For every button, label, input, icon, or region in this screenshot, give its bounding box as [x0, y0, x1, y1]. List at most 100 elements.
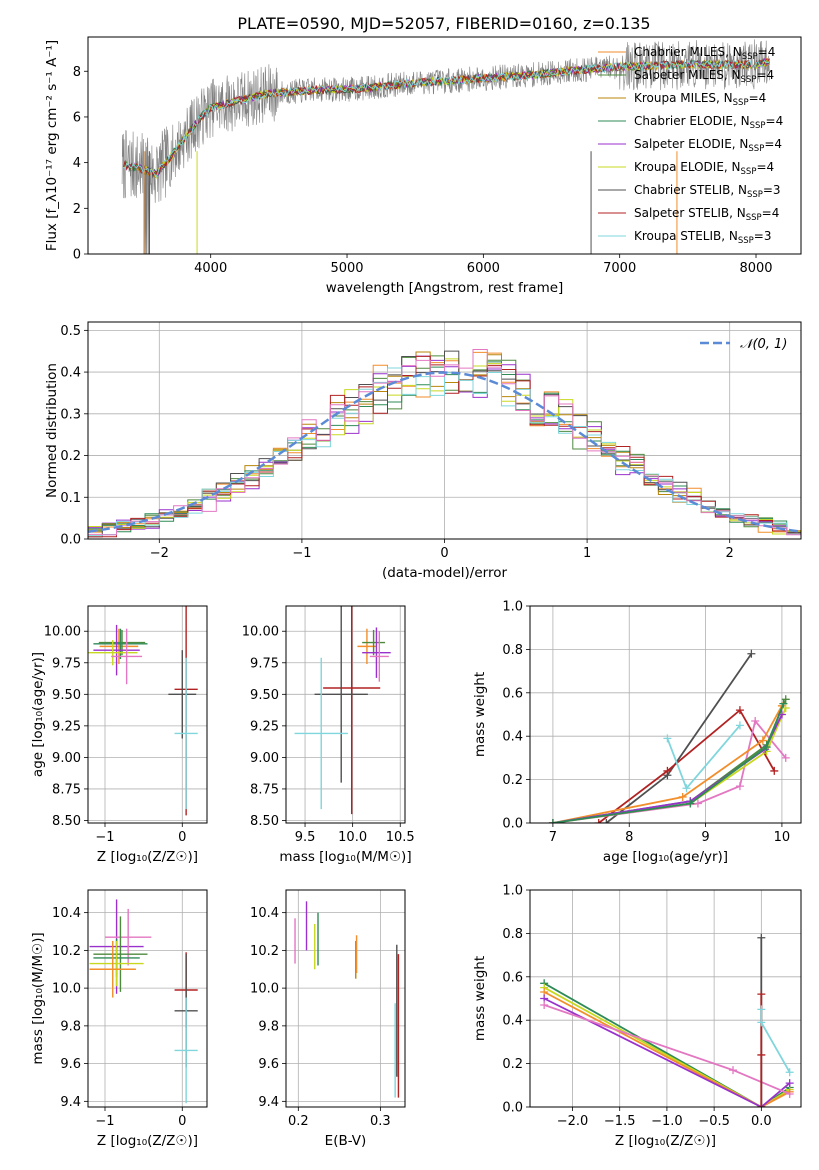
axes-frame [285, 889, 406, 1108]
y-tick-label: 10.4 [52, 906, 81, 921]
x-tick-label: −2 [150, 546, 169, 561]
y-tick-label: 10.00 [44, 625, 81, 640]
x-tick-label: 9 [701, 830, 709, 845]
series-marker [594, 819, 603, 823]
y-tick-label: 0 [73, 248, 81, 263]
y-tick-label: 0.1 [60, 491, 81, 506]
axes-frame [87, 605, 208, 824]
legend-subscript: SSP [741, 75, 757, 85]
x-tick-label: 0.3 [370, 1114, 391, 1129]
y-tick-label: 9.8 [60, 1019, 81, 1034]
series-marker [757, 1018, 766, 1027]
x-axis-label: E(B-V) [325, 1133, 367, 1149]
x-tick-label: −0.5 [698, 1114, 730, 1129]
series-line [543, 982, 791, 1107]
legend-label: Chabrier ELODIE, NSSP=4 [634, 114, 783, 131]
series-marker [779, 699, 788, 708]
series-marker [781, 753, 790, 762]
series-marker [663, 734, 672, 743]
series-marker [781, 695, 790, 704]
y-tick-label: 10.2 [52, 944, 81, 959]
data-point [98, 629, 146, 656]
x-tick-label: −1 [292, 546, 311, 561]
x-tick-label: −1 [95, 830, 114, 845]
y-tick-label: 0.6 [502, 686, 523, 701]
y-tick-label: 9.6 [60, 1057, 81, 1072]
legend-subscript: SSP [742, 52, 758, 62]
data-point [294, 657, 348, 810]
legend-tail: =3 [763, 183, 781, 197]
axes-frame [87, 889, 208, 1108]
series-marker [770, 766, 779, 775]
x-tick-label: 0.0 [751, 1114, 772, 1129]
model-spectrum-line [123, 59, 770, 178]
series-marker [758, 736, 767, 745]
y-tick-label: 0.0 [60, 533, 81, 548]
axes-frame [529, 889, 802, 1108]
series-marker [757, 990, 766, 999]
series-line [543, 986, 791, 1107]
x-axis-label: Z [log₁₀(Z/Z☉)] [97, 1133, 198, 1149]
y-tick-label: 1.0 [502, 600, 523, 615]
series-marker [602, 819, 611, 823]
series-marker [757, 1050, 766, 1059]
data-point [93, 628, 148, 659]
legend-label: Kroupa ELODIE, NSSP=4 [634, 160, 774, 177]
y-tick-label: 0.2 [502, 1057, 523, 1072]
x-axis-label: (data-model)/error [382, 565, 508, 581]
y-tick-label: 10.4 [250, 906, 279, 921]
y-tick-label: 0.3 [60, 407, 81, 422]
residual-histogram [88, 349, 801, 536]
panel-mass-vs-Z: −1 0 9.4 9.6 9.8 10.0 10.2 10.4 Z [log₁₀(Z/Z☉)] m… [30, 889, 208, 1149]
data-point [93, 624, 140, 676]
y-tick-label: 10.0 [52, 982, 81, 997]
series-line [666, 724, 741, 791]
x-tick-label: 1 [583, 546, 591, 561]
y-tick-label: 0.4 [60, 366, 81, 381]
series-line [543, 997, 791, 1107]
y-axis-label: mass weight [472, 672, 488, 757]
legend-label: Kroupa STELIB, NSSP=3 [634, 229, 772, 246]
legend-subscript: SSP [746, 213, 762, 223]
plot-area: Chabrier MILES, NSSP=4 Salpeter MILES, NS… [30, 36, 802, 1149]
y-tick-label: 9.00 [52, 751, 81, 766]
y-tick-label: 2 [73, 202, 81, 217]
panel-spectrum: Chabrier MILES, NSSP=4 Salpeter MILES, NS… [44, 36, 802, 296]
legend-tail: =4 [766, 114, 784, 128]
series-marker [757, 933, 766, 942]
axes-frame [285, 605, 406, 824]
x-axis-label: mass [log₁₀(M/M☉)] [279, 849, 411, 865]
y-axis-label: mass weight [472, 956, 488, 1041]
series-marker [747, 649, 756, 658]
series-marker [762, 743, 771, 752]
legend-label: Salpeter STELIB, NSSP=4 [634, 206, 779, 223]
series-marker [548, 819, 557, 823]
legend-tail: =4 [762, 206, 780, 220]
y-tick-label: 0.2 [60, 449, 81, 464]
series-marker [757, 1005, 766, 1014]
y-tick-label: 0.8 [502, 643, 523, 658]
y-tick-label: 9.25 [250, 719, 279, 734]
y-tick-label: 8.50 [250, 814, 279, 829]
series-line [598, 708, 776, 823]
legend-tail: =4 [758, 45, 776, 59]
y-tick-label: 8 [73, 65, 81, 80]
data-point [99, 628, 139, 665]
data-point [362, 629, 386, 656]
series-marker [751, 717, 760, 726]
x-tick-label: 0 [440, 546, 448, 561]
series-marker [785, 1089, 794, 1098]
panel-mass-weight-vs-Z: −2.0 −1.5 −1.0 −0.5 0.0 0.0 0.2 0.4 0.6 0.8 1.0 Z [… [472, 884, 802, 1149]
x-tick-label: −2.0 [557, 1114, 589, 1129]
plot-content [530, 890, 801, 1107]
x-tick-label: 7000 [603, 261, 636, 276]
data-point [174, 997, 198, 1104]
series-line [760, 1009, 791, 1073]
legend: 𝒩(0, 1) [700, 337, 787, 352]
series-marker [757, 1103, 766, 1107]
y-tick-label: 9.4 [258, 1095, 279, 1110]
y-tick-label: 0.4 [502, 1014, 523, 1029]
data-point [111, 628, 143, 685]
y-tick-label: 9.4 [60, 1095, 81, 1110]
panel-mass-vs-ebv: 0.2 0.3 9.4 9.6 9.8 10.0 10.2 10.4 E(B-V) [250, 889, 406, 1149]
